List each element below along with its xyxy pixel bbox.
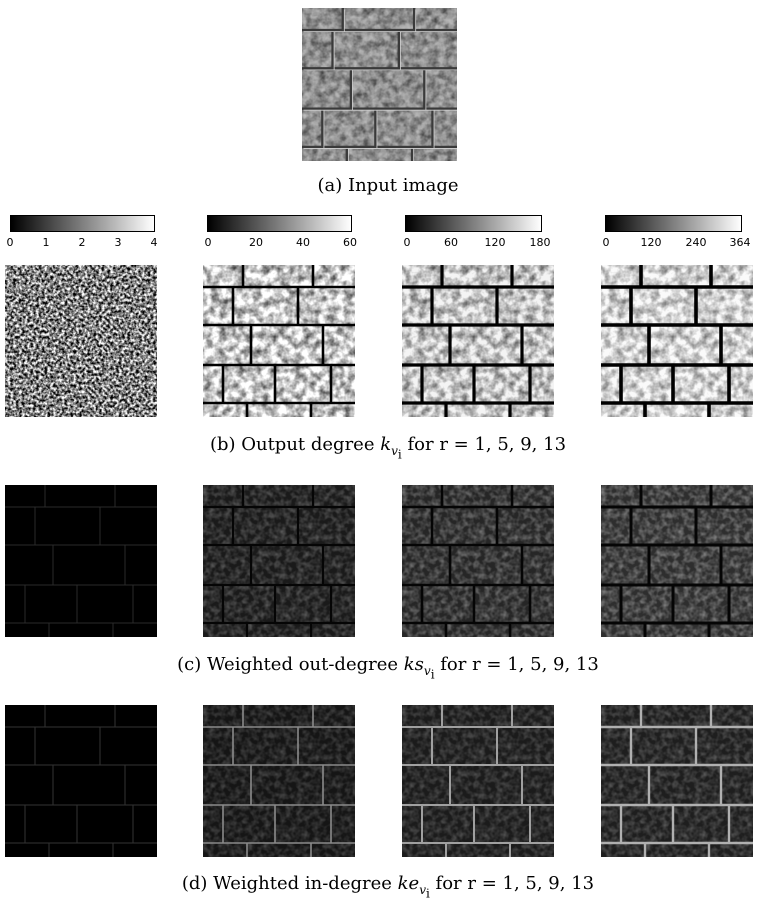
tick-label: 120 — [640, 236, 662, 249]
caption-d: (d) Weighted in-degree kevi for r = 1, 5… — [0, 873, 776, 900]
weighted-in-degree-r5 — [203, 705, 355, 857]
colorbar-2 — [207, 215, 352, 232]
caption-b-sub: v — [391, 443, 398, 458]
colorbar-4 — [605, 215, 742, 232]
degree-map-r5 — [203, 265, 355, 417]
colorbar-3 — [405, 215, 542, 232]
input-image — [302, 8, 457, 161]
caption-b-prefix: (b) Output degree — [209, 434, 381, 455]
caption-c: (c) Weighted out-degree ksvi for r = 1, … — [0, 654, 776, 681]
caption-b: (b) Output degree kvi for r = 1, 5, 9, 1… — [0, 434, 776, 461]
degree-map-r13 — [601, 265, 753, 417]
tick-label: 20 — [249, 236, 263, 249]
caption-d-symbol: ke — [397, 873, 420, 894]
caption-c-prefix: (c) Weighted out-degree — [177, 654, 404, 675]
degree-map-r1 — [5, 265, 157, 417]
caption-d-suffix: for r = 1, 5, 9, 13 — [429, 873, 595, 894]
weighted-out-degree-r9 — [402, 485, 554, 637]
tick-label: 1 — [42, 236, 50, 249]
caption-b-subsub: i — [397, 446, 402, 461]
caption-d-prefix: (d) Weighted in-degree — [181, 873, 398, 894]
caption-c-sub: v — [423, 663, 431, 678]
tick-label: 364 — [729, 236, 751, 249]
caption-a: (a) Input image — [317, 175, 459, 196]
weighted-in-degree-r1 — [5, 705, 157, 857]
weighted-out-degree-r1 — [5, 485, 157, 637]
weighted-out-degree-r5 — [203, 485, 355, 637]
colorbar-1 — [10, 215, 155, 232]
tick-label: 0 — [602, 236, 610, 249]
degree-map-r9 — [402, 265, 554, 417]
weighted-in-degree-r9 — [402, 705, 554, 857]
tick-label: 4 — [150, 236, 158, 249]
tick-label: 60 — [343, 236, 357, 249]
tick-label: 120 — [484, 236, 506, 249]
caption-d-subsub: i — [425, 885, 430, 900]
weighted-out-degree-r13 — [601, 485, 753, 637]
caption-c-suffix: for r = 1, 5, 9, 13 — [434, 654, 599, 675]
tick-label: 60 — [444, 236, 458, 249]
caption-d-sub: v — [419, 882, 426, 897]
weighted-in-degree-r13 — [601, 705, 753, 857]
tick-label: 180 — [529, 236, 551, 249]
caption-b-suffix: for r = 1, 5, 9, 13 — [401, 434, 567, 455]
tick-label: 40 — [296, 236, 310, 249]
tick-label: 0 — [204, 236, 212, 249]
tick-label: 0 — [403, 236, 411, 249]
tick-label: 3 — [114, 236, 122, 249]
caption-c-symbol: ks — [403, 654, 424, 675]
tick-label: 240 — [685, 236, 707, 249]
caption-b-symbol: k — [380, 434, 392, 455]
caption-c-subsub: i — [430, 666, 435, 681]
tick-label: 0 — [6, 236, 14, 249]
tick-label: 2 — [78, 236, 86, 249]
